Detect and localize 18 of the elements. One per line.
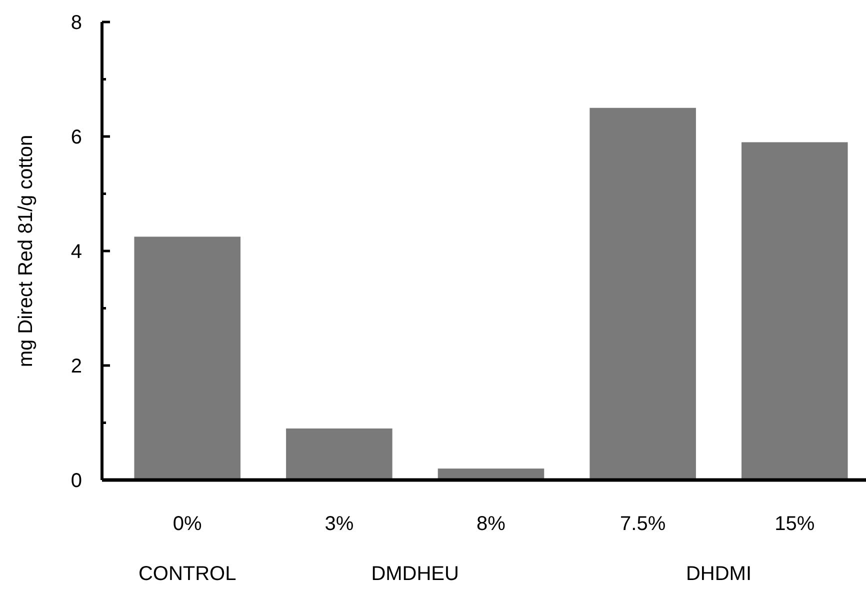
text: CONTROL — [138, 563, 236, 585]
y-axis-title: mg Direct Red 81/g cotton — [15, 134, 37, 368]
y-tick-label: 4 — [70, 241, 82, 263]
text: DMDHEU — [371, 563, 459, 585]
bar — [134, 236, 240, 480]
bar — [590, 108, 696, 480]
x-tick-label: 7.5% — [620, 513, 666, 535]
x-tick-label: 3% — [324, 513, 354, 535]
y-tick-label: 8 — [70, 12, 82, 34]
y-tick-label: 0 — [70, 470, 82, 492]
x-tick-label: 0% — [172, 513, 202, 535]
x-tick-label: 8% — [476, 513, 506, 535]
bar — [742, 142, 848, 480]
y-tick-label: 6 — [70, 126, 82, 148]
text: DHDMI — [686, 563, 752, 585]
y-tick-label: 2 — [70, 356, 82, 378]
bar — [286, 428, 392, 480]
x-tick-label: 15% — [774, 513, 815, 535]
